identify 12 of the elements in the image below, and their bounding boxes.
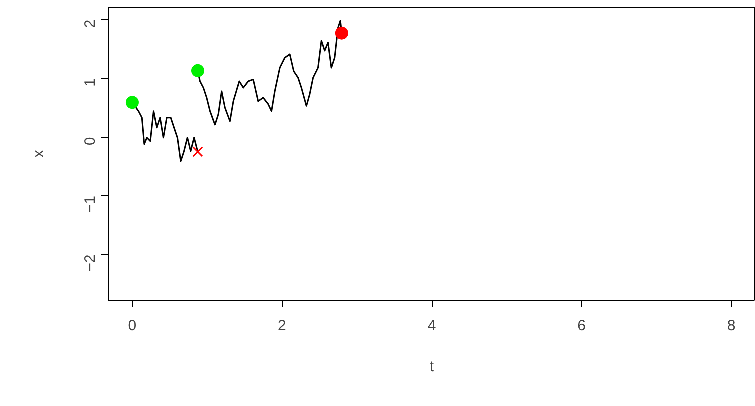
y-axis-title: x: [30, 150, 48, 158]
y-tick-label: −1: [82, 196, 99, 214]
y-tick-label: 2: [82, 20, 99, 28]
y-tick-label: −2: [82, 254, 99, 272]
x-tick-label: 0: [128, 318, 137, 334]
x-axis-title: t: [430, 358, 435, 376]
x-tick-label: 2: [278, 318, 286, 334]
y-tick-label: 0: [82, 137, 99, 146]
x-tick-label: 8: [727, 318, 736, 334]
x-tick-label: 4: [428, 318, 436, 334]
x-tick-label: 6: [578, 318, 586, 334]
y-tick-label: 1: [82, 78, 99, 87]
